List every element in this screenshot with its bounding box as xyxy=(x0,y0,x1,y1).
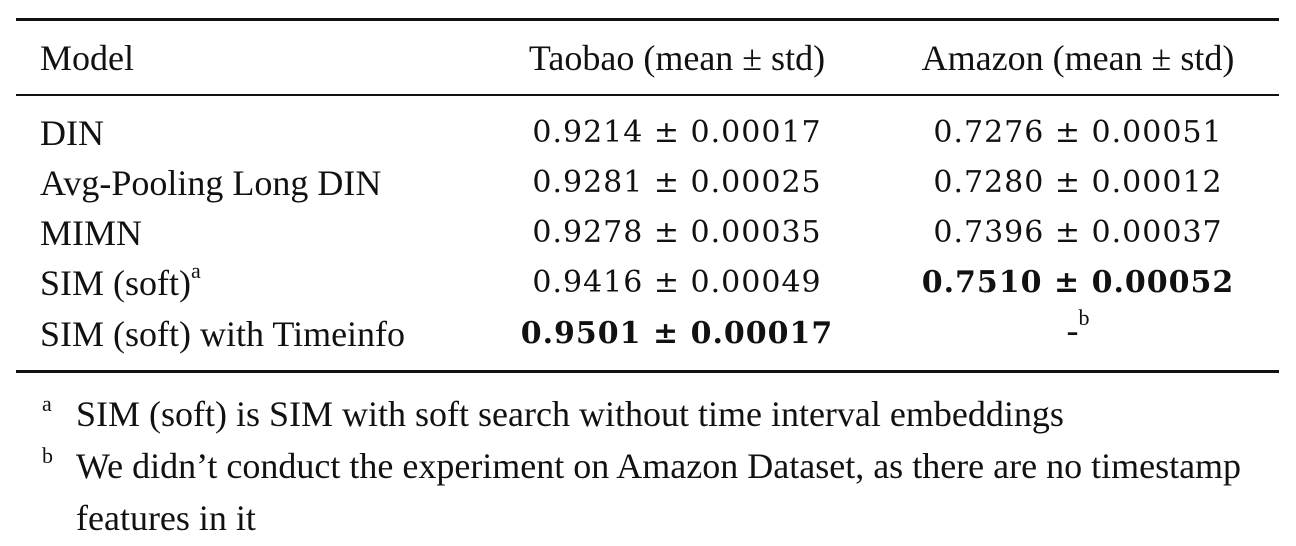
row-model: SIM (soft) with Timeinfo xyxy=(40,314,406,354)
footnote-text: SIM (soft) is SIM with soft search witho… xyxy=(76,394,1064,434)
row-taobao-value: 0.9501 ± 0.00017 xyxy=(520,316,834,351)
header-model: Model xyxy=(40,38,134,78)
table-top-rule xyxy=(16,18,1279,21)
table-bottom-rule xyxy=(16,370,1279,373)
row-model: Avg-Pooling Long DIN xyxy=(40,163,382,203)
footnote-item: b We didn’t conduct the experiment on Am… xyxy=(40,440,1280,544)
row-taobao-value: 0.9214 ± 0.00017 xyxy=(532,115,822,150)
row-amazon-value: 0.7276 ± 0.00051 xyxy=(933,115,1223,150)
header-taobao: Taobao (mean ± std) xyxy=(528,38,826,78)
footnote-mark: b xyxy=(42,443,53,468)
row-amazon-value: 0.7396 ± 0.00037 xyxy=(933,215,1223,250)
footnote-mark: a xyxy=(42,391,52,416)
row-taobao-value: 0.9416 ± 0.00049 xyxy=(532,265,822,300)
row-model: MIMN xyxy=(40,213,143,253)
footnote-text: We didn’t conduct the experiment on Amaz… xyxy=(76,446,1242,538)
row-amazon-value: 0.7280 ± 0.00012 xyxy=(933,165,1223,200)
row-amazon-value: 0.7510 ± 0.00052 xyxy=(921,265,1235,300)
row-model: DIN xyxy=(40,113,104,153)
row-taobao-value: 0.9278 ± 0.00035 xyxy=(532,215,822,250)
row-taobao-value: 0.9281 ± 0.00025 xyxy=(532,165,822,200)
table-header-rule xyxy=(16,94,1279,96)
table-footnotes: a SIM (soft) is SIM with soft search wit… xyxy=(40,388,1280,544)
row-amazon-value: -b xyxy=(1066,305,1090,351)
footnote-item: a SIM (soft) is SIM with soft search wit… xyxy=(40,388,1280,440)
row-model: SIM (soft)a xyxy=(40,258,201,304)
header-amazon: Amazon (mean ± std) xyxy=(921,38,1235,78)
